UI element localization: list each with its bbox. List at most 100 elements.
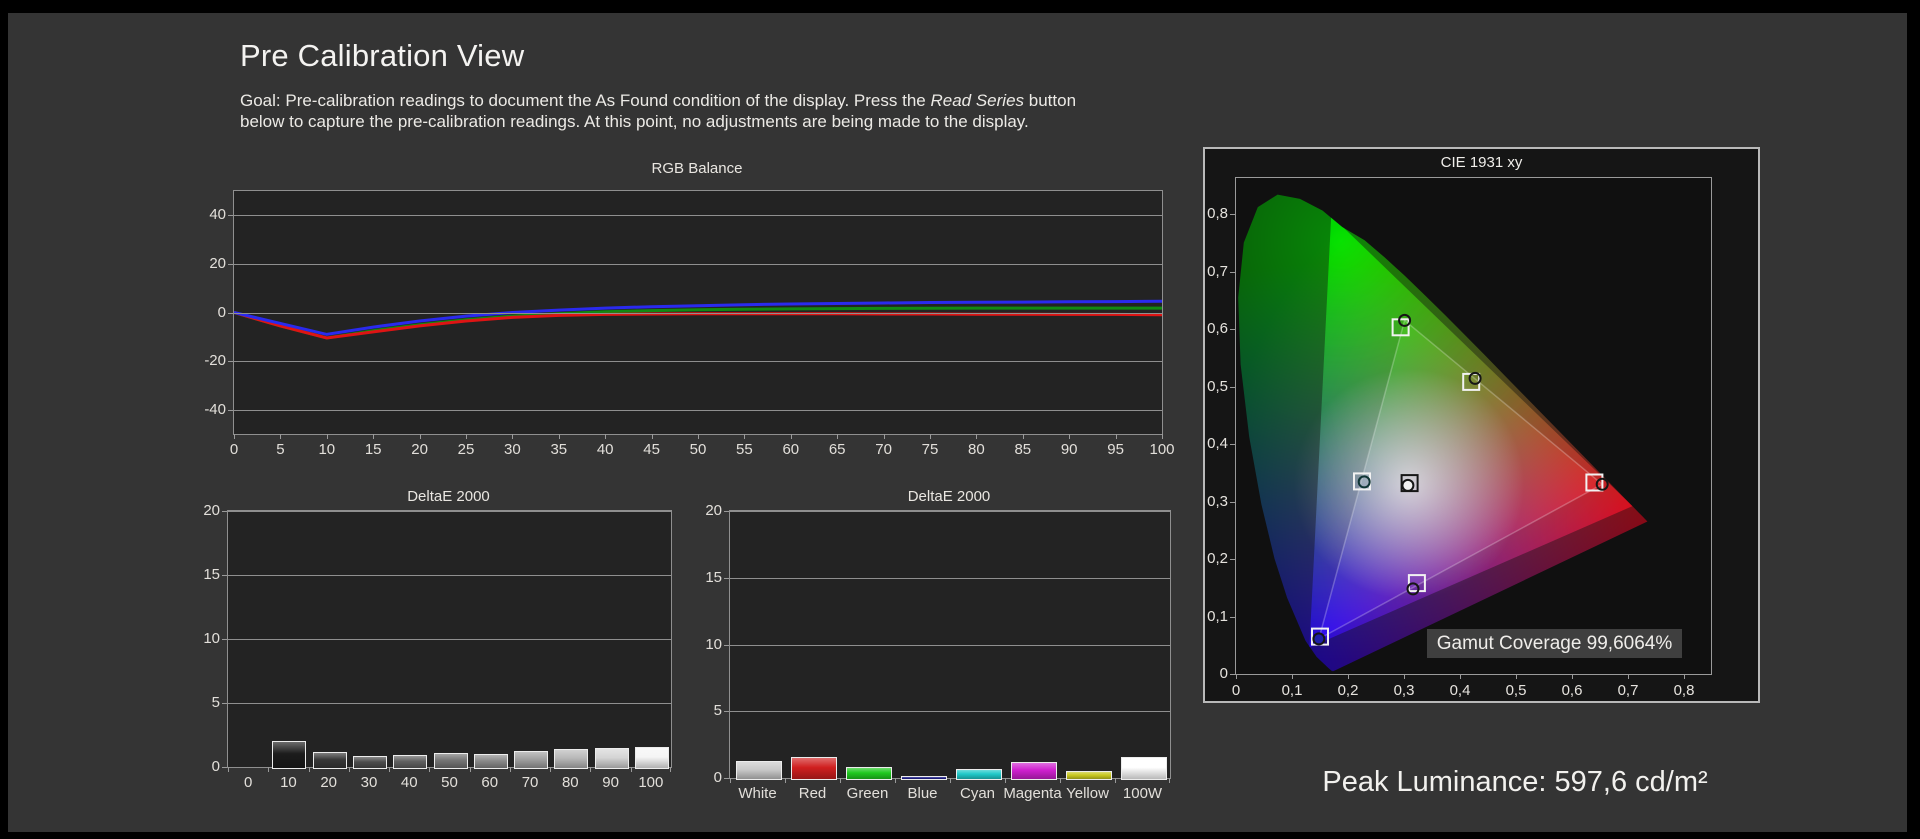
- axis-tick: [228, 767, 229, 772]
- axis-tick: [1292, 674, 1293, 679]
- axis-tick: [1572, 674, 1573, 679]
- axis-tick: [268, 767, 270, 772]
- measured-point-cyan: [1357, 475, 1371, 489]
- axis-tick: [1022, 434, 1024, 439]
- deltae-colors-chart-title: DeltaE 2000: [907, 488, 991, 505]
- grid-line: [228, 511, 671, 512]
- y-axis-label: 0,5: [1207, 377, 1228, 395]
- axis-tick: [698, 434, 699, 439]
- peak-luminance-text: Peak Luminance: 597,6 cd/m²: [1322, 766, 1708, 798]
- bar-label: 10: [280, 774, 297, 791]
- series-line-red: [234, 311, 1162, 340]
- bar-label: White: [738, 785, 777, 802]
- grid-line: [234, 409, 1162, 411]
- axis-tick: [228, 263, 233, 265]
- axis-tick: [1236, 674, 1237, 679]
- bar-label: Green: [846, 785, 889, 802]
- axis-tick: [724, 511, 729, 512]
- axis-tick: [976, 434, 978, 439]
- goal-text-part2: button below to capture the pre-calibrat…: [240, 91, 1077, 131]
- deltae-grayscale-chart: 20 15 10 5 0 0 10 20 30 40 50 60 70 80 90 100: [203, 502, 672, 791]
- y-axis-label: 15: [203, 566, 220, 583]
- y-axis-label: 10: [203, 630, 220, 647]
- x-axis-label: 80: [968, 441, 985, 458]
- axis-tick: [724, 711, 729, 713]
- x-axis-label: 85: [1014, 441, 1032, 458]
- x-axis-label: 25: [457, 441, 475, 458]
- bar-magenta: [1010, 761, 1057, 780]
- y-axis-label: 5: [211, 694, 220, 711]
- measured-point-green: [1398, 313, 1412, 327]
- axis-tick: [1230, 501, 1235, 503]
- x-axis-label: 75: [921, 441, 939, 458]
- axis-tick: [234, 434, 235, 439]
- y-axis-label: -20: [204, 352, 226, 370]
- bar-label: 40: [400, 774, 418, 791]
- axis-tick: [670, 767, 671, 772]
- grid-line: [730, 644, 1170, 646]
- y-axis-label: 0,8: [1207, 205, 1228, 222]
- rgb-balance-lines: [234, 299, 1162, 340]
- x-axis-label: 20: [411, 441, 428, 458]
- axis-tick: [558, 434, 560, 439]
- grid-line: [228, 639, 671, 640]
- axis-tick: [590, 767, 592, 772]
- x-axis-label: 60: [782, 441, 800, 458]
- axis-tick: [1516, 674, 1517, 679]
- page-title: Pre Calibration View: [240, 38, 525, 73]
- bar-20: [312, 751, 347, 769]
- axis-tick: [1230, 271, 1235, 273]
- axis-tick: [724, 577, 729, 579]
- bar-label: 60: [481, 774, 499, 791]
- bar-label: Blue: [907, 785, 938, 802]
- axis-tick: [1348, 674, 1349, 679]
- y-axis-label: 0,7: [1207, 262, 1228, 280]
- axis-tick: [744, 434, 746, 439]
- bar-100w: [1120, 756, 1167, 780]
- bar-60: [473, 754, 508, 769]
- measured-point-white: [1401, 478, 1415, 492]
- bar-90: [594, 747, 629, 769]
- grid-line: [234, 312, 1162, 314]
- axis-tick: [651, 434, 653, 439]
- axis-tick: [930, 434, 931, 439]
- bar-label: 100W: [1122, 785, 1163, 802]
- x-axis-label: 40: [596, 441, 614, 458]
- y-axis-label: 0: [1219, 665, 1228, 682]
- axis-tick: [1162, 434, 1163, 439]
- x-axis-label: 0,4: [1449, 682, 1471, 699]
- grid-line: [730, 511, 1170, 512]
- axis-tick: [883, 434, 885, 439]
- axis-tick: [1115, 778, 1116, 783]
- axis-tick: [785, 778, 786, 783]
- y-axis-label: 0,1: [1207, 607, 1228, 625]
- y-axis-label: 0: [713, 769, 722, 786]
- axis-tick: [724, 644, 729, 646]
- axis-tick: [1628, 674, 1629, 679]
- axis-tick: [950, 778, 951, 783]
- bar-label: 80: [561, 774, 579, 791]
- y-axis-label: 10: [705, 635, 722, 653]
- bar-label: 100: [638, 774, 664, 791]
- axis-tick: [790, 434, 792, 439]
- bar-100: [634, 746, 669, 769]
- bar-label: 50: [441, 774, 458, 791]
- bar-40: [393, 755, 428, 769]
- axis-tick: [837, 434, 839, 439]
- axis-tick: [228, 409, 233, 411]
- grid-line: [234, 215, 1162, 217]
- bar-80: [554, 749, 589, 769]
- x-axis-label: 0: [1231, 682, 1241, 699]
- axis-tick: [280, 434, 282, 439]
- axis-tick: [326, 434, 328, 439]
- bar-50: [433, 752, 468, 769]
- y-axis-label: 15: [705, 568, 722, 586]
- axis-tick: [840, 778, 841, 783]
- bar-white: [735, 760, 782, 780]
- grid-line: [730, 711, 1170, 713]
- x-axis-label: 0,5: [1505, 682, 1527, 699]
- y-axis-label: -40: [204, 400, 226, 418]
- bar-label: Yellow: [1066, 785, 1109, 802]
- axis-tick: [1060, 778, 1061, 783]
